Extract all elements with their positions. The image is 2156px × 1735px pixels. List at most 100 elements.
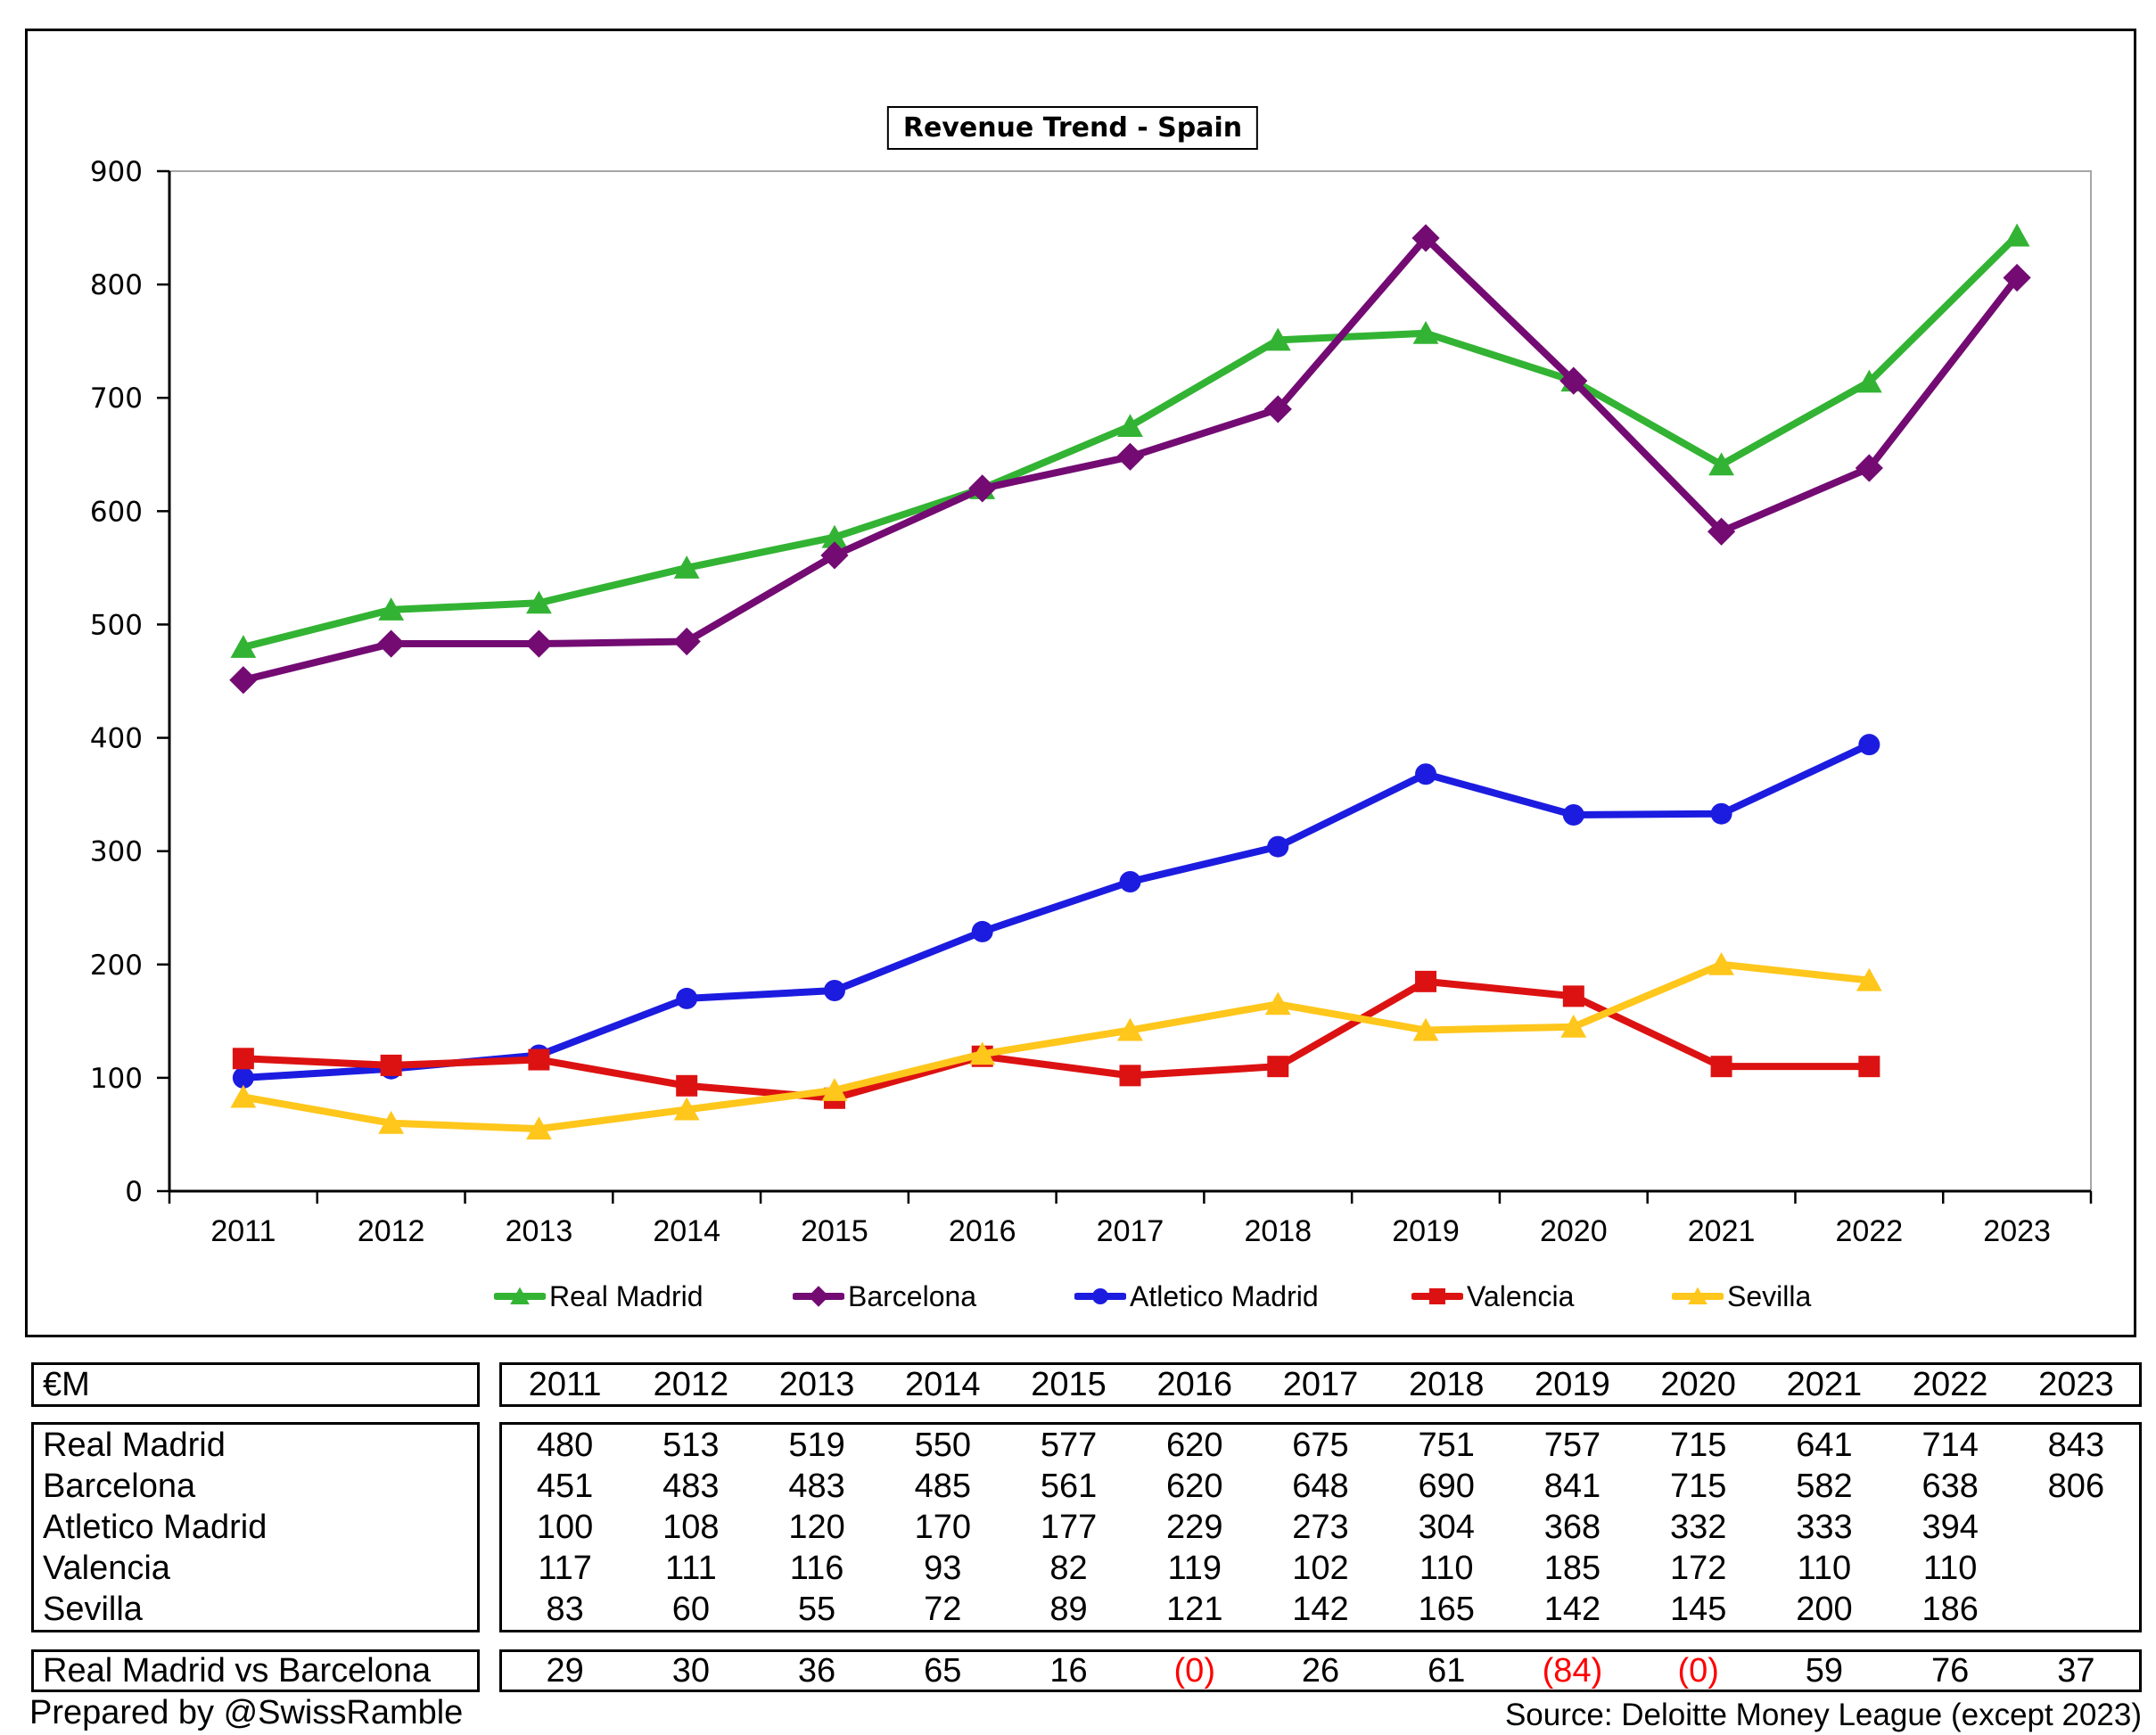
series-barcelona bbox=[229, 224, 2031, 695]
revenue-value-cell: 757 bbox=[1543, 1427, 1601, 1464]
revenue-value-cell: 72 bbox=[924, 1591, 962, 1628]
revenue-value-cell: 93 bbox=[924, 1550, 962, 1587]
revenue-value-cell: 843 bbox=[2047, 1427, 2105, 1464]
y-axis-tick-label: 500 bbox=[90, 609, 143, 641]
data-point-sevilla bbox=[821, 1078, 848, 1101]
data-point-real-madrid bbox=[1117, 414, 1143, 437]
series-line-real-madrid bbox=[239, 232, 2021, 651]
revenue-value-cell: 714 bbox=[1921, 1427, 1979, 1464]
comparison-value-cell: (0) bbox=[1677, 1652, 1719, 1690]
x-axis-year-label: 2019 bbox=[1392, 1214, 1460, 1248]
year-header-cell: 2020 bbox=[1660, 1366, 1736, 1403]
year-header-cell: 2017 bbox=[1282, 1366, 1359, 1403]
revenue-value-cell: 675 bbox=[1292, 1427, 1349, 1464]
revenue-value-cell: 561 bbox=[1040, 1468, 1098, 1505]
revenue-value-cell: 715 bbox=[1669, 1468, 1727, 1505]
x-axis-year-label: 2017 bbox=[1097, 1214, 1164, 1248]
year-header-cell: 2021 bbox=[1786, 1366, 1863, 1403]
data-point-sevilla bbox=[673, 1097, 700, 1121]
revenue-value-cell: 304 bbox=[1418, 1509, 1475, 1546]
chart-title: Revenue Trend - Spain bbox=[886, 106, 1259, 150]
data-point-sevilla bbox=[1856, 967, 1882, 991]
data-point-atletico-madrid bbox=[1119, 870, 1141, 892]
revenue-value-cell: 550 bbox=[914, 1427, 971, 1464]
legend-item-real-madrid: Real Madrid bbox=[494, 1280, 704, 1312]
data-point-valencia bbox=[1119, 1065, 1141, 1087]
data-point-valencia bbox=[676, 1074, 698, 1097]
data-point-real-madrid bbox=[378, 597, 405, 621]
revenue-value-cell: 119 bbox=[1167, 1550, 1222, 1587]
revenue-value-cell: 751 bbox=[1418, 1427, 1475, 1464]
revenue-value-cell: 142 bbox=[1292, 1591, 1349, 1628]
x-axis-year-label: 2020 bbox=[1540, 1214, 1608, 1248]
revenue-value-cell: 333 bbox=[1796, 1509, 1853, 1546]
revenue-value-cell: 142 bbox=[1543, 1591, 1601, 1628]
comparison-label: Real Madrid vs Barcelona bbox=[43, 1652, 432, 1690]
series-real-madrid bbox=[230, 223, 2030, 658]
legend-marker-circle-icon bbox=[1074, 1288, 1126, 1304]
series-line-atletico-madrid bbox=[239, 741, 1873, 1081]
y-axis-tick-label: 300 bbox=[90, 836, 143, 868]
comparison-value-cell: 29 bbox=[546, 1652, 584, 1690]
data-point-barcelona bbox=[1115, 442, 1145, 471]
revenue-value-cell: 841 bbox=[1543, 1468, 1601, 1505]
revenue-value-cell: 116 bbox=[789, 1550, 844, 1587]
x-axis-year-label: 2015 bbox=[801, 1214, 868, 1248]
data-point-real-madrid bbox=[821, 524, 848, 548]
x-axis-year-label: 2022 bbox=[1836, 1214, 1904, 1248]
x-axis-year-label: 2021 bbox=[1688, 1214, 1756, 1248]
data-point-barcelona bbox=[524, 629, 554, 658]
data-point-barcelona bbox=[672, 627, 701, 656]
revenue-value-cell: 577 bbox=[1040, 1427, 1098, 1464]
year-header-cell: 2011 bbox=[528, 1366, 602, 1403]
comparison-value-cell: 76 bbox=[1931, 1652, 1970, 1690]
legend-label: Valencia bbox=[1467, 1279, 1575, 1312]
data-point-barcelona bbox=[1263, 395, 1292, 423]
revenue-value-cell: 100 bbox=[536, 1509, 594, 1546]
revenue-value-cell: 368 bbox=[1543, 1509, 1601, 1546]
revenue-value-cell: 451 bbox=[536, 1468, 594, 1505]
data-point-real-madrid bbox=[1264, 327, 1291, 351]
y-axis-tick-label: 200 bbox=[90, 950, 143, 982]
comparison-value-cell: 26 bbox=[1301, 1652, 1340, 1690]
data-point-atletico-madrid bbox=[1267, 835, 1289, 858]
data-point-atletico-madrid bbox=[1710, 802, 1732, 825]
data-point-barcelona bbox=[1411, 224, 1440, 252]
data-point-sevilla bbox=[1708, 951, 1734, 975]
data-point-atletico-madrid bbox=[1562, 803, 1584, 826]
revenue-value-cell: 715 bbox=[1669, 1427, 1727, 1464]
data-point-valencia bbox=[232, 1048, 254, 1070]
data-point-valencia bbox=[1267, 1056, 1289, 1078]
revenue-value-cell: 480 bbox=[536, 1427, 594, 1464]
comparison-label-box: Real Madrid vs Barcelona bbox=[31, 1649, 480, 1692]
legend-label: Atletico Madrid bbox=[1130, 1279, 1319, 1312]
club-row-label: Atletico Madrid bbox=[43, 1509, 267, 1546]
revenue-value-cell: 60 bbox=[671, 1591, 710, 1628]
data-point-barcelona bbox=[968, 474, 997, 503]
year-header-cell: 2018 bbox=[1408, 1366, 1485, 1403]
data-point-valencia bbox=[1858, 1056, 1880, 1078]
revenue-value-cell: 145 bbox=[1669, 1591, 1727, 1628]
revenue-value-cell: 638 bbox=[1921, 1468, 1979, 1505]
x-axis-year-label: 2012 bbox=[358, 1214, 425, 1248]
revenue-value-cell: 186 bbox=[1921, 1591, 1979, 1628]
revenue-value-cell: 89 bbox=[1049, 1591, 1088, 1628]
revenue-value-cell: 185 bbox=[1543, 1550, 1601, 1587]
y-axis-tick-label: 100 bbox=[90, 1063, 143, 1095]
data-point-atletico-madrid bbox=[1415, 763, 1437, 785]
data-point-sevilla bbox=[526, 1116, 552, 1140]
data-point-atletico-madrid bbox=[232, 1066, 254, 1089]
legend-item-barcelona: Barcelona bbox=[793, 1280, 976, 1312]
data-point-valencia bbox=[1710, 1056, 1732, 1078]
table-club-labels-box: Real Madrid Barcelona Atletico Madrid Valen… bbox=[31, 1422, 480, 1632]
year-header-cell: 2023 bbox=[2038, 1366, 2114, 1403]
data-point-barcelona bbox=[2003, 263, 2031, 292]
revenue-value-cell: 83 bbox=[546, 1591, 584, 1628]
data-point-sevilla bbox=[378, 1110, 405, 1134]
revenue-value-cell: 332 bbox=[1669, 1509, 1727, 1546]
revenue-value-cell: 111 bbox=[664, 1550, 717, 1587]
data-point-atletico-madrid bbox=[823, 980, 845, 1002]
data-point-sevilla bbox=[969, 1041, 996, 1065]
data-point-real-madrid bbox=[526, 590, 552, 614]
comparison-value-cell: 65 bbox=[924, 1652, 962, 1690]
